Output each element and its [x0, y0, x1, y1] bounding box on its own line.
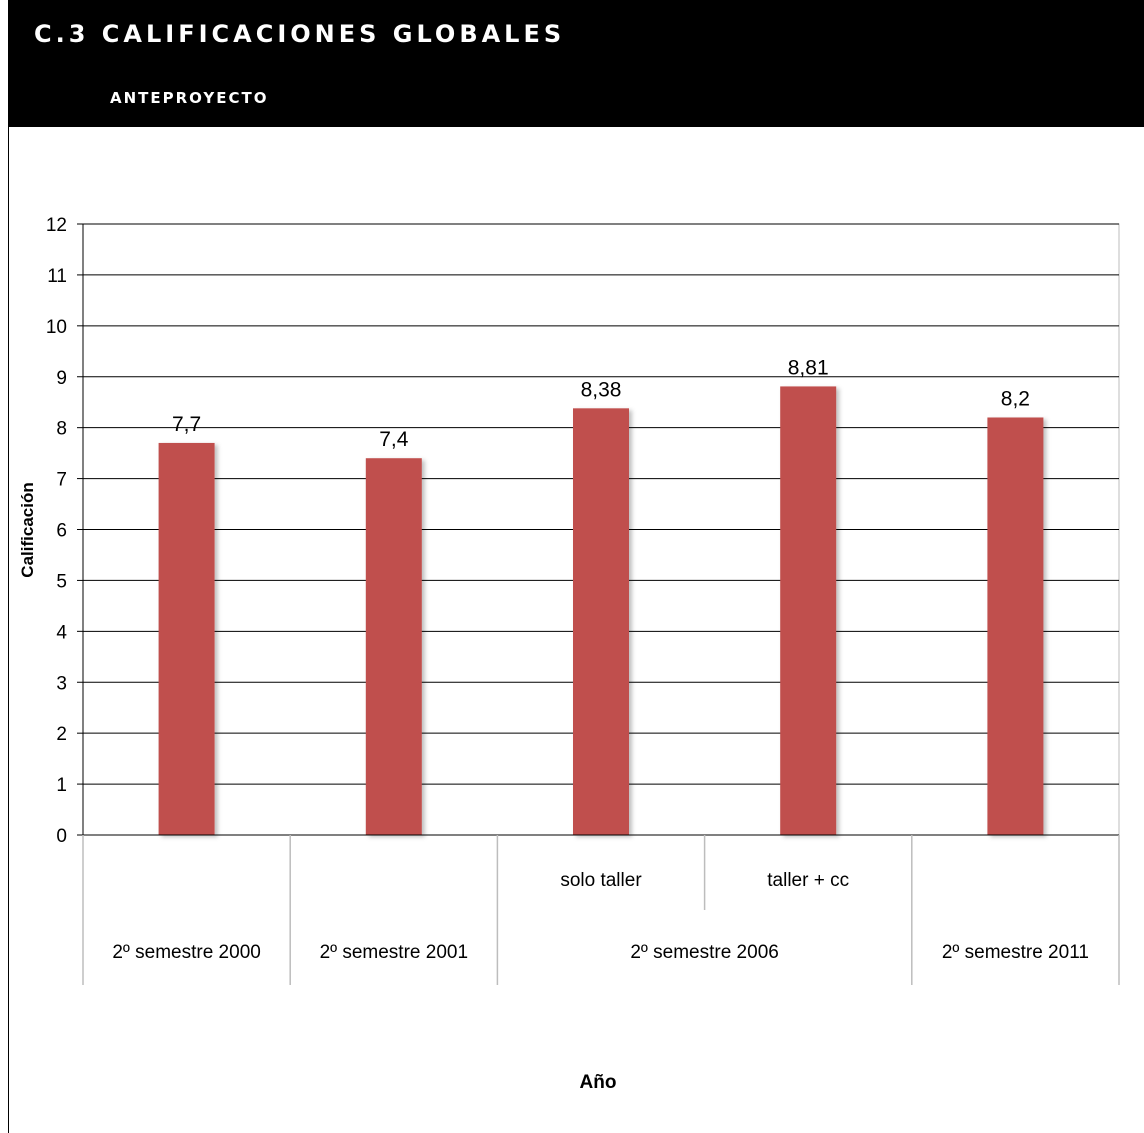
y-tick-label: 3 [56, 673, 67, 694]
x-sub-label: solo taller [560, 870, 642, 891]
y-tick-label: 10 [46, 317, 67, 338]
y-tick-label: 11 [47, 266, 67, 287]
page-title: C.3 CALIFICACIONES GLOBALES [34, 20, 566, 48]
y-tick-label: 0 [56, 826, 67, 847]
bars [158, 386, 1044, 835]
bar [365, 458, 422, 835]
x-group-label: 2º semestre 2000 [112, 942, 260, 963]
y-tick-label: 5 [56, 571, 67, 592]
data-label: 8,38 [581, 378, 622, 401]
data-label: 7,7 [172, 413, 201, 436]
x-sub-label: taller + cc [767, 870, 849, 891]
bar [987, 417, 1044, 835]
y-tick-label: 8 [56, 419, 67, 440]
x-axis-title: Año [580, 1072, 617, 1093]
y-tick-label: 9 [56, 368, 67, 389]
y-tick-label: 6 [56, 521, 67, 542]
y-tick-label: 12 [46, 215, 67, 236]
y-tick-label: 2 [56, 724, 67, 745]
y-tick-label: 4 [56, 622, 67, 643]
frame-border [8, 127, 9, 1133]
data-label: 8,2 [1001, 387, 1030, 410]
page-header: C.3 CALIFICACIONES GLOBALES ANTEPROYECTO [8, 0, 1144, 127]
bar [780, 386, 837, 835]
data-labels: 7,7 7,4 8,38 8,81 8,2 [172, 356, 1030, 451]
y-axis-title: Calificación [18, 482, 37, 577]
bar [158, 442, 215, 835]
page-subtitle: ANTEPROYECTO [110, 89, 269, 107]
bar [573, 408, 629, 835]
y-tick-label: 7 [56, 470, 67, 491]
data-label: 8,81 [788, 356, 829, 379]
x-group-label: 2º semestre 2011 [942, 942, 1089, 963]
data-label: 7,4 [379, 428, 409, 451]
x-group-label: 2º semestre 2006 [630, 942, 778, 963]
y-tick-label: 1 [56, 775, 67, 796]
x-group-label: 2º semestre 2001 [320, 942, 468, 963]
